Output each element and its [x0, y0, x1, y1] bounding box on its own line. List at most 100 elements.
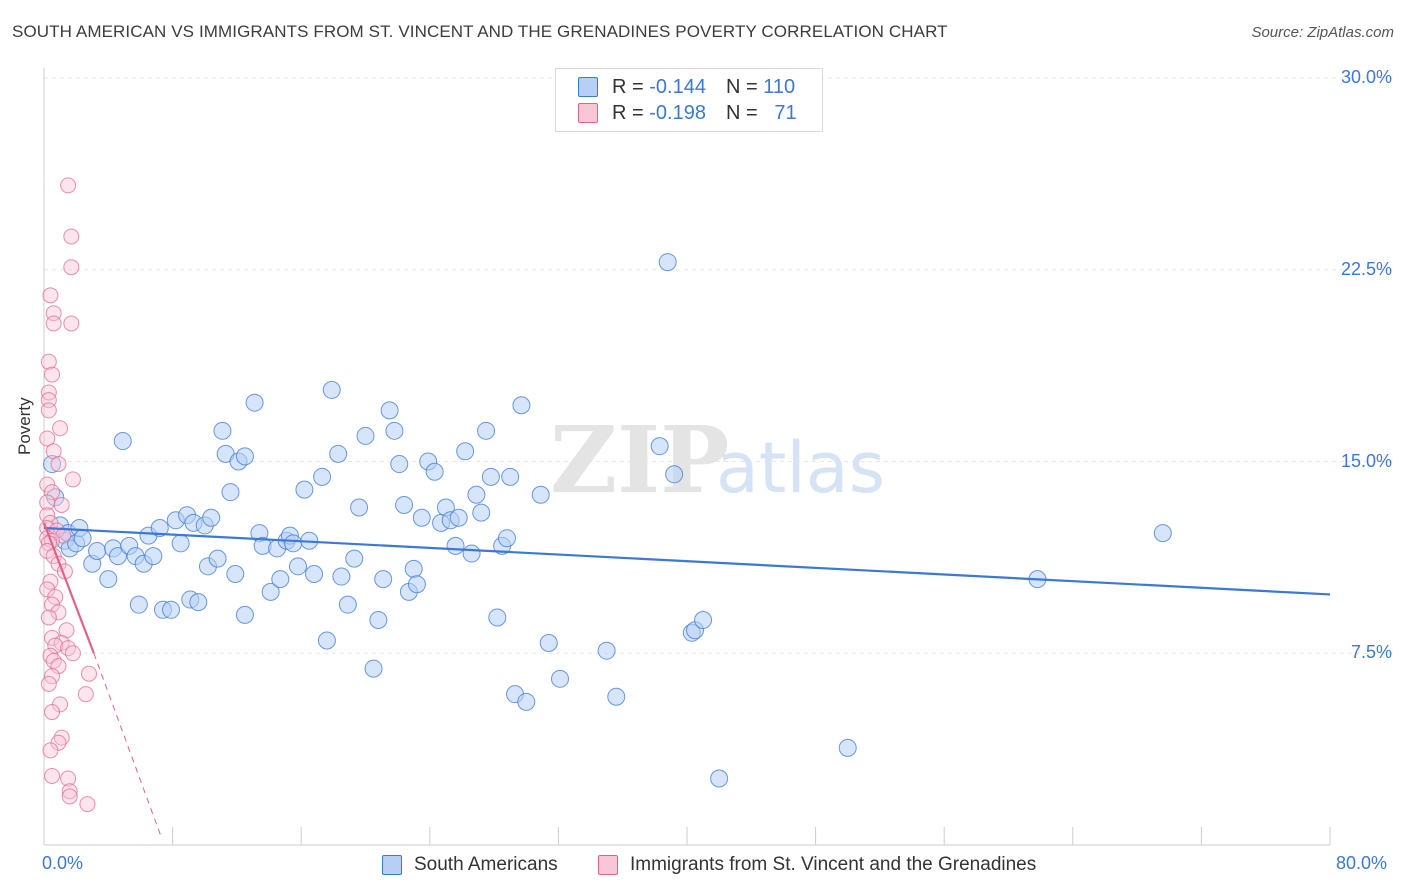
point-south-americans	[245, 393, 264, 412]
pink-swatch-icon	[598, 855, 618, 875]
point-st-vincent	[40, 353, 57, 370]
x-tick-max: 80.0%	[1336, 853, 1388, 873]
point-south-americans	[1153, 524, 1172, 543]
point-st-vincent	[45, 315, 62, 332]
point-south-americans	[350, 498, 369, 517]
point-south-americans	[488, 608, 507, 627]
point-south-americans	[472, 503, 491, 522]
point-south-americans	[322, 380, 341, 399]
point-st-vincent	[61, 783, 78, 800]
point-south-americans	[838, 738, 857, 757]
trend-lines	[42, 522, 1331, 838]
point-south-americans	[385, 421, 404, 440]
r-value-st-vincent: -0.198	[649, 101, 706, 124]
trend-line-st-vincent	[42, 522, 95, 654]
point-south-americans	[531, 485, 550, 504]
blue-swatch-icon	[382, 855, 402, 875]
point-south-americans	[305, 564, 324, 583]
point-south-americans	[171, 534, 190, 553]
r-label: R =	[612, 101, 644, 124]
n-value-south-americans: 110	[763, 75, 796, 98]
point-st-vincent	[52, 420, 69, 437]
point-south-americans	[345, 549, 364, 568]
series-south-americans	[43, 253, 1172, 788]
point-st-vincent	[44, 484, 61, 501]
point-st-vincent	[44, 767, 61, 784]
point-south-americans	[226, 564, 245, 583]
point-south-americans	[407, 575, 426, 594]
point-south-americans	[288, 557, 307, 576]
point-st-vincent	[63, 259, 80, 276]
point-south-americans	[189, 593, 208, 612]
r-label: R =	[612, 75, 644, 98]
point-south-americans	[338, 595, 357, 614]
point-south-americans	[213, 421, 232, 440]
point-south-americans	[462, 544, 481, 563]
point-st-vincent	[77, 686, 94, 703]
point-st-vincent	[39, 476, 56, 493]
point-south-americans	[235, 605, 254, 624]
y-tick-label: 15.0%	[1340, 450, 1392, 471]
point-st-vincent	[47, 637, 64, 654]
pink-swatch-icon	[578, 103, 598, 123]
point-st-vincent	[61, 788, 78, 805]
point-st-vincent	[50, 456, 67, 473]
point-south-americans	[650, 437, 669, 456]
point-south-americans	[73, 529, 92, 548]
point-south-americans	[144, 547, 163, 566]
point-st-vincent	[60, 177, 77, 194]
point-st-vincent	[42, 287, 59, 304]
gridlines	[44, 77, 1392, 654]
point-south-americans	[539, 634, 558, 653]
point-south-americans	[108, 547, 127, 566]
point-st-vincent	[63, 228, 80, 245]
axes	[43, 68, 1331, 846]
point-south-americans	[235, 447, 254, 466]
point-south-americans	[501, 467, 520, 486]
point-st-vincent	[44, 704, 61, 721]
blue-swatch-icon	[578, 77, 598, 97]
bottom-legend-st-vincent: Immigrants from St. Vincent and the Gren…	[598, 852, 1036, 878]
point-south-americans	[477, 421, 496, 440]
point-south-americans	[497, 529, 516, 548]
point-st-vincent	[42, 742, 59, 759]
legend-row-st-vincent: R = -0.198 N = 71	[578, 101, 797, 125]
point-st-vincent	[60, 770, 77, 787]
point-st-vincent	[53, 635, 70, 652]
point-south-americans	[99, 570, 118, 589]
watermark-atlas: atlas	[716, 427, 885, 509]
legend-label-south-americans: South Americans	[414, 854, 558, 875]
point-south-americans	[271, 570, 290, 589]
point-south-americans	[88, 541, 107, 560]
n-value-st-vincent: 71	[774, 101, 797, 124]
point-south-americans	[665, 465, 684, 484]
point-st-vincent	[50, 604, 67, 621]
point-st-vincent	[53, 496, 70, 513]
point-st-vincent	[64, 471, 81, 488]
point-south-americans	[150, 518, 169, 537]
point-south-americans	[551, 669, 570, 688]
point-south-americans	[284, 534, 303, 553]
point-south-americans	[512, 396, 531, 415]
point-st-vincent	[64, 645, 81, 662]
point-south-americans	[658, 253, 677, 272]
point-south-americans	[364, 659, 383, 678]
point-south-americans	[261, 582, 280, 601]
point-st-vincent	[63, 315, 80, 332]
point-south-americans	[161, 600, 180, 619]
point-south-americans	[317, 631, 336, 650]
point-south-americans	[694, 611, 713, 630]
point-south-americans	[369, 611, 388, 630]
point-south-americans	[329, 444, 348, 463]
point-south-americans	[517, 692, 536, 711]
point-st-vincent	[40, 675, 57, 692]
trend-line-south-americans	[43, 526, 1331, 596]
point-south-americans	[113, 432, 132, 451]
point-south-americans	[404, 559, 423, 578]
point-south-americans	[313, 467, 332, 486]
point-south-americans	[449, 508, 468, 527]
point-south-americans	[356, 426, 375, 445]
chart-title: SOUTH AMERICAN VS IMMIGRANTS FROM ST. VI…	[12, 22, 948, 41]
r-value-south-americans: -0.144	[649, 75, 706, 98]
